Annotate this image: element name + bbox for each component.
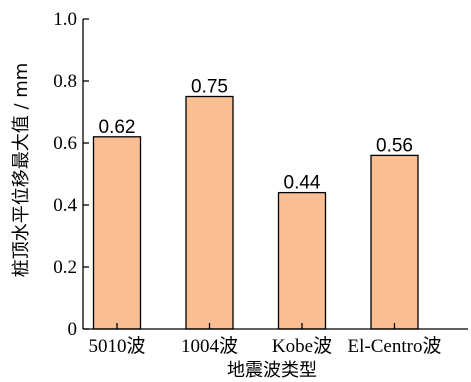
bar-value-label: 0.75 — [191, 77, 228, 98]
x-ticks: 5010波 1004波 Kobe波 El-Centro波 — [88, 323, 441, 357]
y-tick-label: 1.0 — [53, 9, 77, 30]
x-tick-label: Kobe波 — [272, 335, 332, 357]
axes — [82, 19, 468, 330]
x-tick-label: 5010波 — [88, 335, 145, 357]
bar — [92, 136, 142, 330]
bar-value-label: 0.62 — [99, 117, 136, 138]
x-axis-title: 地震波类型 — [227, 360, 317, 381]
bar-value-label: 0.56 — [376, 135, 413, 156]
y-tick-label: 0 — [68, 319, 78, 340]
y-axis-title: 桩顶水平位移最大值 / mm — [11, 63, 32, 278]
x-tick-label: 1004波 — [181, 335, 238, 357]
y-tick-label: 0.2 — [53, 257, 77, 278]
bar — [277, 191, 327, 330]
x-tick-label: El-Centro波 — [348, 335, 442, 357]
bars — [92, 95, 419, 330]
value-labels: 0.62 0.75 0.44 0.56 — [99, 77, 413, 194]
bar-value-label: 0.44 — [284, 173, 321, 194]
bar — [370, 154, 419, 330]
y-tick-label: 0.4 — [53, 195, 77, 216]
bar — [185, 95, 234, 330]
y-ticks: 0 0.2 0.4 0.6 0.8 1.0 — [53, 9, 89, 340]
y-tick-label: 0.6 — [53, 133, 77, 154]
y-tick-label: 0.8 — [53, 71, 77, 92]
